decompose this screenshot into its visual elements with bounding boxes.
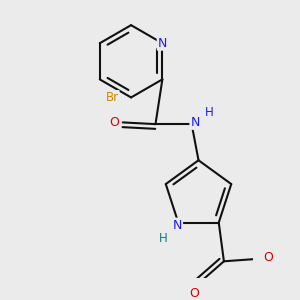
Text: N: N <box>173 219 182 232</box>
Text: H: H <box>158 232 167 244</box>
Text: O: O <box>109 116 119 129</box>
Text: N: N <box>190 116 200 129</box>
Text: Br: Br <box>106 91 119 104</box>
Text: N: N <box>158 37 167 50</box>
Text: O: O <box>190 286 200 300</box>
Text: O: O <box>264 251 274 264</box>
Text: H: H <box>205 106 213 119</box>
